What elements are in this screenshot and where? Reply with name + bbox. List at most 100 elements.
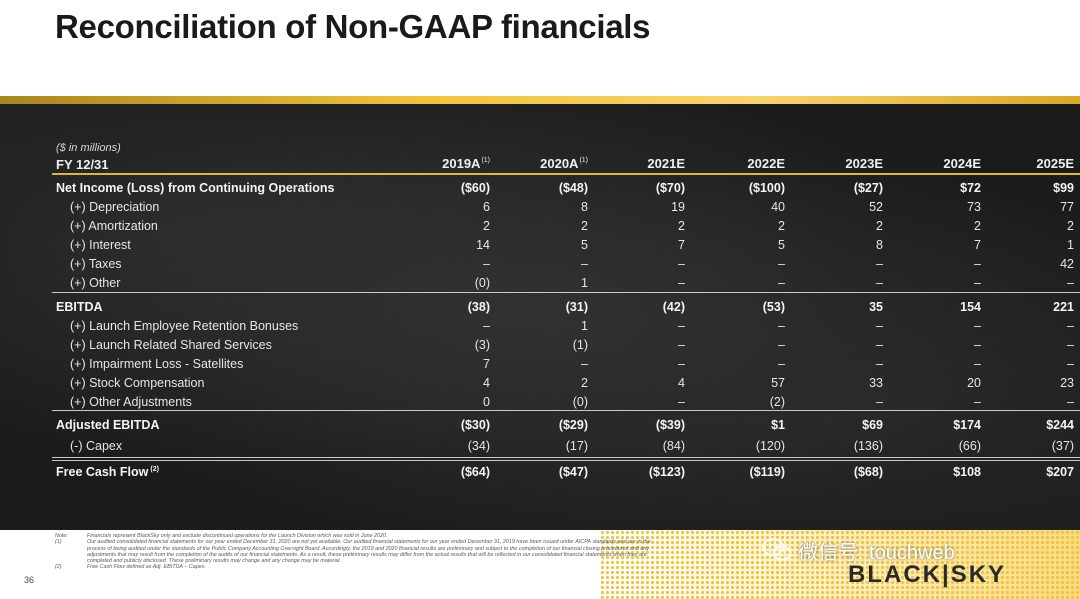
table-cell: (34) xyxy=(467,439,490,453)
table-cell: 19 xyxy=(671,200,685,214)
table-cell: – xyxy=(1067,338,1074,352)
table-cell: 2 xyxy=(974,219,981,233)
footnote-text: Free Cash Flow defined as Adj. EBITDA – … xyxy=(87,564,206,571)
table-cell: ($47) xyxy=(558,465,588,479)
row-label: (+) Launch Employee Retention Bonuses xyxy=(70,319,298,333)
table-cell: (53) xyxy=(762,300,785,314)
table-cell: 40 xyxy=(771,200,785,214)
table-cell: – xyxy=(778,276,785,290)
row-label: (+) Stock Compensation xyxy=(70,376,204,390)
footnote-text: Financials represent BlackSky only and e… xyxy=(87,533,388,539)
table-cell: – xyxy=(876,276,883,290)
table-cell: 14 xyxy=(476,238,490,252)
table-cell: 4 xyxy=(678,376,685,390)
table-cell: (42) xyxy=(662,300,685,314)
table-cell: – xyxy=(778,319,785,333)
row-label-text: (+) Taxes xyxy=(70,257,122,271)
table-cell: 52 xyxy=(869,200,883,214)
column-header: 2020A(1) xyxy=(518,156,588,171)
table-cell: (3) xyxy=(474,338,490,352)
table-cell: 6 xyxy=(483,200,490,214)
blacksky-logo: BLACK|SKY xyxy=(848,561,1007,588)
table-cell: 57 xyxy=(771,376,785,390)
fiscal-year-label: FY 12/31 xyxy=(56,157,109,172)
footnote: Note: Financials represent BlackSky only … xyxy=(55,533,655,539)
table-cell: – xyxy=(974,276,981,290)
table-cell: 73 xyxy=(967,200,981,214)
units-label: ($ in millions) xyxy=(56,142,121,154)
table-cell: ($30) xyxy=(460,418,490,432)
slide-title: Reconciliation of Non-GAAP financials xyxy=(55,8,651,45)
row-label-text: Adjusted EBITDA xyxy=(56,418,160,432)
row-label: (+) Depreciation xyxy=(70,200,159,214)
table-cell: (0) xyxy=(474,276,490,290)
table-cell: 7 xyxy=(483,357,490,371)
column-header-label: 2023E xyxy=(845,156,883,171)
table-cell: – xyxy=(778,338,785,352)
row-label-text: (-) Capex xyxy=(70,439,123,453)
financial-table: ($ in millions) FY 12/31 2019A(1) 2020A(1… xyxy=(0,104,1080,530)
table-cell: – xyxy=(678,357,685,371)
wechat-icon xyxy=(762,538,792,561)
table-cell: 4 xyxy=(483,376,490,390)
table-row: (+) Stock Compensation 4 2 4 57 33 20 23 xyxy=(52,374,1080,393)
table-row: (+) Other Adjustments 0 (0) – (2) – – – xyxy=(52,393,1080,412)
table-cell: 8 xyxy=(876,238,883,252)
table-cell: (2) xyxy=(769,395,785,409)
footnote-text: Our audited consolidated financial state… xyxy=(87,539,651,565)
table-cell: ($64) xyxy=(460,465,490,479)
table-cell: (0) xyxy=(572,395,588,409)
table-row: (+) Other (0) 1 – – – – – xyxy=(52,274,1080,293)
row-label-text: Net Income (Loss) from Continuing Operat… xyxy=(56,181,335,195)
table-row: (+) Amortization 2 2 2 2 2 2 2 xyxy=(52,217,1080,236)
column-header: 2021E xyxy=(615,156,685,171)
table-cell: 1 xyxy=(1067,238,1074,252)
table-cell: (1) xyxy=(572,338,588,352)
row-label: (+) Amortization xyxy=(70,219,158,233)
table-row: (+) Depreciation 6 8 19 40 52 73 77 xyxy=(52,198,1080,217)
wechat-id: 微信号: touchweb xyxy=(798,541,955,564)
row-label-text: (+) Impairment Loss - Satellites xyxy=(70,357,244,371)
column-header: 2025E xyxy=(1004,156,1074,171)
table-cell: – xyxy=(1067,319,1074,333)
table-cell: (38) xyxy=(467,300,490,314)
footnote-marker: (2) xyxy=(150,466,159,473)
table-cell: ($123) xyxy=(648,465,685,479)
table-cell: – xyxy=(974,319,981,333)
table-row: (+) Taxes – – – – – – 42 xyxy=(52,255,1080,274)
table-cell: – xyxy=(1067,395,1074,409)
table-cell: $72 xyxy=(960,181,981,195)
table-cell: $207 xyxy=(1046,465,1074,479)
row-separator xyxy=(52,457,1080,458)
table-cell: (84) xyxy=(662,439,685,453)
table-cell: – xyxy=(974,257,981,271)
footnote: (2) Free Cash Flow defined as Adj. EBITDA… xyxy=(55,564,655,570)
row-label-text: (+) Amortization xyxy=(70,219,158,233)
table-cell: 2 xyxy=(678,219,685,233)
footnote: (1) Our audited consolidated financial st… xyxy=(55,539,655,564)
table-cell: – xyxy=(974,338,981,352)
table-cell: 42 xyxy=(1060,257,1074,271)
table-cell: $108 xyxy=(953,465,981,479)
table-cell: ($60) xyxy=(460,181,490,195)
table-cell: – xyxy=(876,357,883,371)
table-cell: $174 xyxy=(953,418,981,432)
table-row: Adjusted EBITDA ($30) ($29) ($39) $1 $69 $174 $… xyxy=(52,416,1080,435)
table-cell: – xyxy=(876,338,883,352)
table-cell: – xyxy=(678,276,685,290)
table-cell: 2 xyxy=(483,219,490,233)
table-cell: 77 xyxy=(1060,200,1074,214)
table-cell: – xyxy=(581,257,588,271)
column-header-label: 2020A xyxy=(540,156,579,171)
table-cell: (31) xyxy=(565,300,588,314)
table-cell: (37) xyxy=(1051,439,1074,453)
table-cell: ($48) xyxy=(558,181,588,195)
row-label: EBITDA xyxy=(56,300,103,314)
row-separator xyxy=(52,410,1080,411)
column-header: 2024E xyxy=(911,156,981,171)
table-cell: – xyxy=(876,395,883,409)
table-cell: ($27) xyxy=(853,181,883,195)
table-cell: ($119) xyxy=(749,465,785,479)
column-header: 2019A(1) xyxy=(420,156,490,171)
table-row: (+) Impairment Loss - Satellites 7 – – – – – – xyxy=(52,355,1080,374)
